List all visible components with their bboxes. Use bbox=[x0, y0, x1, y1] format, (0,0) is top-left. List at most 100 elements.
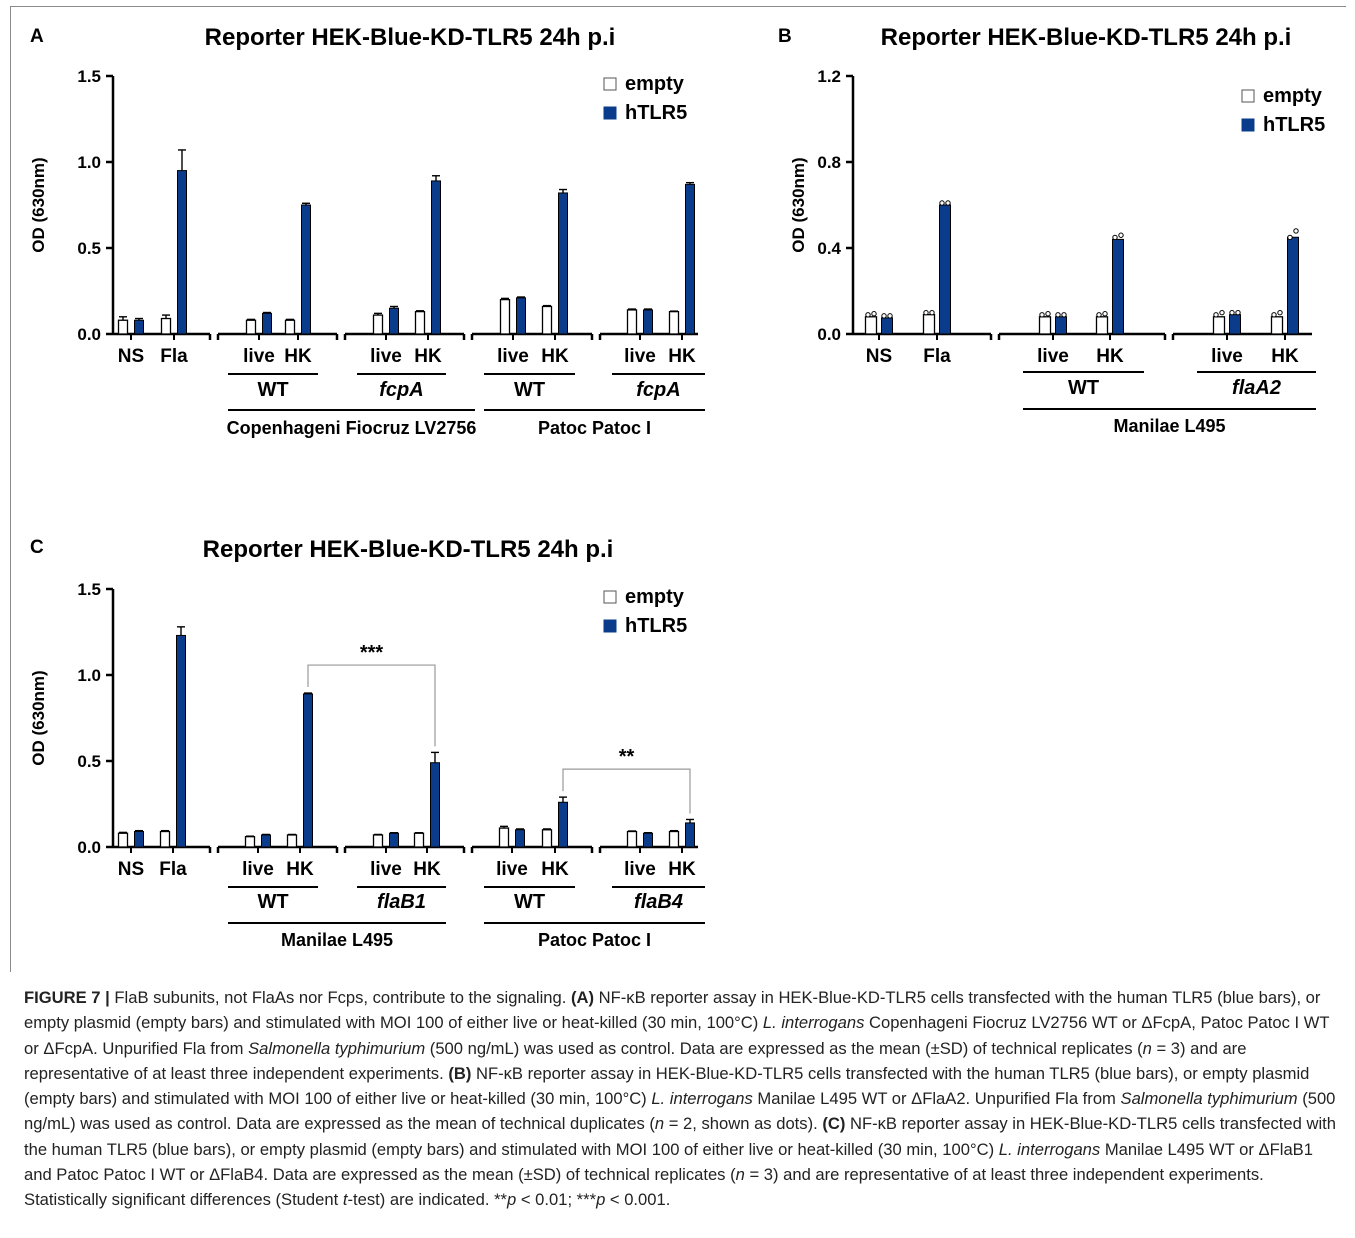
caption-text: (500 ng/mL) was used as control. Data ar… bbox=[24, 1089, 1336, 1134]
significance-label: *** bbox=[360, 642, 384, 664]
legend-label: empty bbox=[1263, 85, 1323, 107]
bar-empty bbox=[541, 305, 553, 335]
bar-empty bbox=[499, 298, 511, 335]
group-label: WT bbox=[514, 891, 545, 913]
x-tick-label: HK bbox=[541, 859, 569, 880]
x-tick-label: Fla bbox=[159, 859, 187, 880]
group-label: WT bbox=[257, 379, 288, 401]
bar-htlr5 bbox=[261, 834, 271, 848]
bar-empty bbox=[244, 836, 256, 848]
replicate-dot bbox=[871, 311, 877, 317]
replicate-dot bbox=[1229, 309, 1235, 316]
caption-text: L. interrogans bbox=[651, 1089, 753, 1109]
bar-htlr5 bbox=[685, 822, 695, 848]
caption-text: Copenhageni Fiocruz LV2756 WT or ΔFcpA, … bbox=[24, 1013, 1330, 1058]
caption-text: L. interrogans bbox=[998, 1139, 1101, 1159]
x-tick-label: NS bbox=[118, 346, 144, 367]
replicate-dot bbox=[1102, 311, 1108, 317]
x-tick-label: NS bbox=[118, 859, 144, 880]
caption-text: < 0.01; *** bbox=[516, 1190, 597, 1210]
bar-empty bbox=[626, 830, 638, 848]
bar-htlr5 bbox=[558, 192, 568, 335]
strain-label: Patoc Patoc I bbox=[538, 930, 651, 950]
replicate-dot bbox=[1055, 312, 1061, 318]
replicate-dot bbox=[881, 313, 887, 319]
replicate-dot bbox=[1277, 309, 1283, 316]
x-tick-label: HK bbox=[414, 346, 442, 367]
x-tick-label: HK bbox=[541, 346, 569, 367]
bar-htlr5 bbox=[134, 831, 144, 848]
y-tick-label: 1.0 bbox=[77, 666, 101, 685]
caption-figure-label: FIGURE 7 | bbox=[24, 988, 110, 1007]
bar-empty bbox=[626, 309, 638, 335]
caption-text: Salmonella typhimurium bbox=[1120, 1089, 1298, 1109]
bar-empty bbox=[117, 319, 129, 335]
legend-swatch bbox=[1241, 118, 1255, 132]
replicate-dot bbox=[1112, 234, 1118, 241]
bar-empty bbox=[864, 316, 878, 335]
group-label: WT bbox=[257, 891, 288, 913]
legend-swatch bbox=[603, 77, 617, 91]
x-tick-label: Fla bbox=[160, 346, 188, 367]
significance-label: ** bbox=[619, 746, 635, 768]
caption-text: = 3) and are representative of at least … bbox=[24, 1038, 1247, 1083]
figure-svg: A Reporter HEK-Blue-KD-TLR5 24h p.i OD (63… bbox=[29, 24, 1325, 950]
replicate-dot bbox=[929, 309, 935, 316]
caption-text: t bbox=[342, 1190, 348, 1210]
x-tick-label: HK bbox=[1096, 346, 1124, 367]
bar-empty bbox=[498, 827, 510, 848]
legend-swatch bbox=[1241, 89, 1255, 103]
group-label: WT bbox=[1068, 377, 1099, 399]
panel-letter: B bbox=[778, 26, 792, 47]
y-tick-label: 1.5 bbox=[77, 67, 101, 86]
x-tick-label: Fla bbox=[923, 346, 951, 367]
y-tick-label: 0.0 bbox=[817, 325, 841, 344]
chart-title: Reporter HEK-Blue-KD-TLR5 24h p.i bbox=[881, 24, 1292, 51]
legend-swatch bbox=[603, 619, 617, 633]
group-label: flaB4 bbox=[634, 891, 683, 913]
x-tick-label: live bbox=[242, 859, 274, 880]
y-tick-label: 0.0 bbox=[77, 838, 101, 857]
x-tick-label: live bbox=[370, 346, 402, 367]
bar-htlr5 bbox=[389, 307, 399, 335]
bar-empty bbox=[284, 319, 296, 335]
bar-empty bbox=[413, 832, 425, 848]
y-axis-label: OD (630nm) bbox=[789, 157, 808, 252]
legend-label: hTLR5 bbox=[625, 615, 687, 637]
bar-htlr5 bbox=[262, 312, 272, 335]
bar-empty bbox=[1212, 316, 1226, 335]
chart-panel-c: C Reporter HEK-Blue-KD-TLR5 24h p.i OD (63… bbox=[29, 536, 705, 950]
replicate-dot bbox=[1061, 312, 1067, 318]
bar-htlr5 bbox=[1055, 316, 1067, 335]
caption-text: = 2, shown as dots). bbox=[664, 1114, 823, 1134]
x-tick-label: NS bbox=[866, 346, 892, 367]
replicate-dot bbox=[1045, 311, 1051, 317]
y-tick-label: 0.5 bbox=[77, 239, 101, 258]
replicate-dot bbox=[1213, 312, 1219, 318]
replicate-dot bbox=[945, 200, 951, 206]
replicate-dot bbox=[1118, 232, 1124, 238]
significance-bracket bbox=[562, 768, 691, 814]
x-tick-label: live bbox=[1211, 346, 1243, 367]
x-tick-label: HK bbox=[286, 859, 314, 880]
bar-empty bbox=[414, 310, 426, 335]
chart-panel-b: B Reporter HEK-Blue-KD-TLR5 24h p.i OD (63… bbox=[778, 24, 1325, 436]
bar-empty bbox=[1038, 316, 1052, 335]
figure-caption: FIGURE 7 | FlaB subunits, not FlaAs nor … bbox=[24, 985, 1344, 1213]
caption-text: n bbox=[1142, 1038, 1152, 1058]
x-tick-label: HK bbox=[413, 859, 441, 880]
bar-htlr5 bbox=[177, 170, 187, 335]
bar-htlr5 bbox=[303, 693, 313, 848]
group-label: fcpA bbox=[636, 379, 680, 401]
bar-htlr5 bbox=[389, 832, 399, 848]
caption-text: FlaB subunits, not FlaAs nor Fcps, contr… bbox=[109, 988, 571, 1007]
bar-htlr5 bbox=[516, 297, 526, 335]
bar-htlr5 bbox=[515, 829, 525, 848]
legend-label: empty bbox=[625, 586, 685, 608]
caption-text: (500 ng/mL) was used as control. Data ar… bbox=[425, 1038, 1143, 1058]
significance-bracket bbox=[307, 664, 436, 747]
replicate-dot bbox=[1235, 309, 1241, 316]
x-tick-label: HK bbox=[1271, 346, 1299, 367]
caption-text: NF-κB reporter assay in HEK-Blue-KD-TLR5… bbox=[24, 1114, 1336, 1159]
replicate-dot bbox=[1219, 309, 1225, 316]
